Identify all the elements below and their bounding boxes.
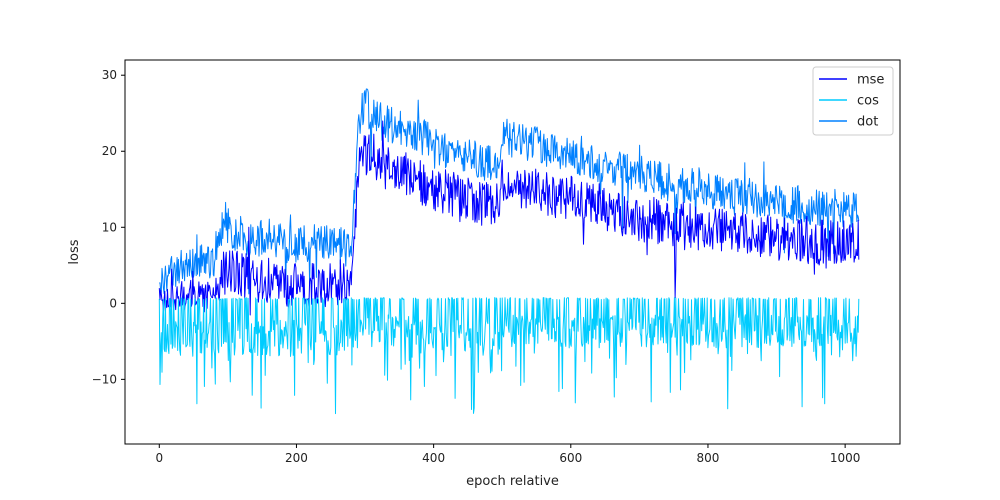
series-layer	[158, 88, 860, 415]
x-tick-label: 200	[285, 451, 308, 465]
series-line-dot	[159, 88, 860, 295]
x-axis-ticks: 0 200 400 600 800 1000	[155, 444, 860, 465]
series-line-cos	[158, 297, 860, 415]
x-axis-label: epoch relative	[466, 474, 559, 489]
x-tick-label: 1000	[830, 451, 861, 465]
plot-frame	[124, 59, 901, 445]
y-tick-label: 30	[102, 68, 117, 82]
legend-label-dot: dot	[857, 115, 878, 130]
legend-label-mse: mse	[857, 73, 884, 88]
x-tick-label: 800	[697, 451, 720, 465]
series-line-mse	[158, 120, 860, 316]
x-tick-label: 600	[559, 451, 582, 465]
y-tick-label: 0	[109, 296, 117, 310]
y-tick-label: 20	[102, 144, 117, 158]
y-tick-label: −10	[92, 372, 117, 386]
plot-area	[125, 60, 900, 444]
x-tick-label: 0	[155, 451, 163, 465]
y-axis-label: loss	[67, 239, 82, 264]
legend: mse cos dot	[812, 66, 894, 136]
y-tick-label: 10	[102, 220, 117, 234]
legend-box	[812, 66, 894, 136]
y-axis-ticks: −10 0 10 20 30	[92, 68, 125, 386]
x-tick-label: 400	[422, 451, 445, 465]
legend-label-cos: cos	[857, 94, 879, 109]
